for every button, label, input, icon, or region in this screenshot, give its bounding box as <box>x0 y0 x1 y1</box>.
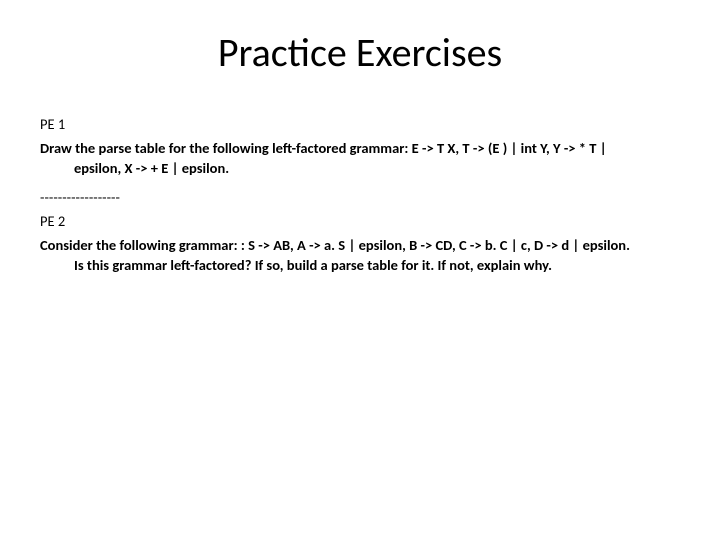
slide: Practice Exercises PE 1 Draw the parse t… <box>0 0 720 540</box>
pe2-line2: Is this grammar left-factored? If so, bu… <box>40 256 680 276</box>
pe1-body: Draw the parse table for the following l… <box>40 139 680 178</box>
pe1-label: PE 1 <box>40 115 680 133</box>
pe1-line1: Draw the parse table for the following l… <box>40 139 607 157</box>
section-divider: ------------------ <box>40 188 680 206</box>
pe1-line2: epsilon, X -> + E | epsilon. <box>40 159 680 179</box>
pe2-body: Consider the following grammar: : S -> A… <box>40 236 680 275</box>
page-title: Practice Exercises <box>40 28 680 77</box>
pe2-line1: Consider the following grammar: : S -> A… <box>40 236 630 254</box>
pe2-label: PE 2 <box>40 212 680 230</box>
